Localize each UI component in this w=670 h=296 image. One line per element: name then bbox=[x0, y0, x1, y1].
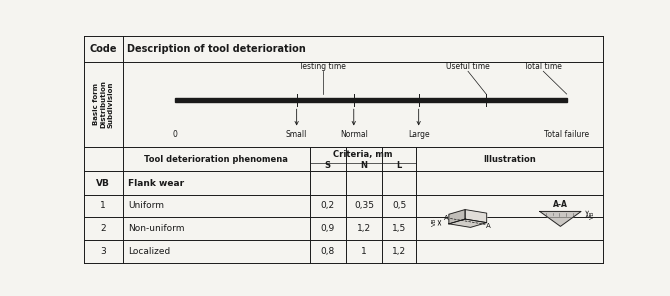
Text: Non-uniform: Non-uniform bbox=[128, 223, 184, 233]
Text: A-A: A-A bbox=[553, 200, 568, 209]
Polygon shape bbox=[449, 210, 465, 224]
Text: Large: Large bbox=[408, 130, 429, 139]
Text: 0,9: 0,9 bbox=[321, 223, 335, 233]
Text: N: N bbox=[360, 161, 368, 170]
Text: Uniform: Uniform bbox=[128, 201, 164, 210]
Text: Illustration: Illustration bbox=[483, 155, 536, 164]
Text: VB: VB bbox=[432, 217, 437, 226]
Text: 3: 3 bbox=[100, 247, 106, 256]
Text: Description of tool deterioration: Description of tool deterioration bbox=[127, 44, 306, 54]
Text: 1,5: 1,5 bbox=[392, 223, 406, 233]
Text: Basic form
Distribution
Subdivision: Basic form Distribution Subdivision bbox=[93, 81, 113, 128]
Text: 1: 1 bbox=[361, 247, 367, 256]
Polygon shape bbox=[465, 210, 486, 223]
Text: 1,2: 1,2 bbox=[357, 223, 371, 233]
Text: 1: 1 bbox=[100, 201, 106, 210]
Polygon shape bbox=[449, 219, 486, 227]
Text: Criteria, mm: Criteria, mm bbox=[333, 150, 393, 159]
Text: Code: Code bbox=[90, 44, 117, 54]
Polygon shape bbox=[540, 211, 581, 226]
Text: Tool deterioration phenomena: Tool deterioration phenomena bbox=[144, 155, 288, 164]
Text: 2: 2 bbox=[100, 223, 106, 233]
Text: Localized: Localized bbox=[128, 247, 170, 256]
Text: A: A bbox=[486, 223, 490, 229]
Text: A: A bbox=[444, 215, 448, 221]
Text: 0: 0 bbox=[172, 130, 177, 139]
Text: 0,2: 0,2 bbox=[321, 201, 335, 210]
Text: VB: VB bbox=[96, 178, 110, 188]
Bar bbox=[175, 98, 567, 102]
Text: Small: Small bbox=[286, 130, 308, 139]
Text: Total time: Total time bbox=[525, 62, 562, 71]
Text: 0,35: 0,35 bbox=[354, 201, 374, 210]
Text: Normal: Normal bbox=[340, 130, 368, 139]
Text: S: S bbox=[325, 161, 331, 170]
Text: Flank wear: Flank wear bbox=[128, 178, 184, 188]
Text: Useful time: Useful time bbox=[446, 62, 490, 71]
Text: VB: VB bbox=[590, 210, 595, 219]
Text: L: L bbox=[397, 161, 402, 170]
Text: 1,2: 1,2 bbox=[392, 247, 406, 256]
Text: Testing time: Testing time bbox=[299, 62, 346, 71]
Text: 0,8: 0,8 bbox=[321, 247, 335, 256]
Text: 0,5: 0,5 bbox=[392, 201, 406, 210]
Text: Total failure: Total failure bbox=[544, 130, 589, 139]
